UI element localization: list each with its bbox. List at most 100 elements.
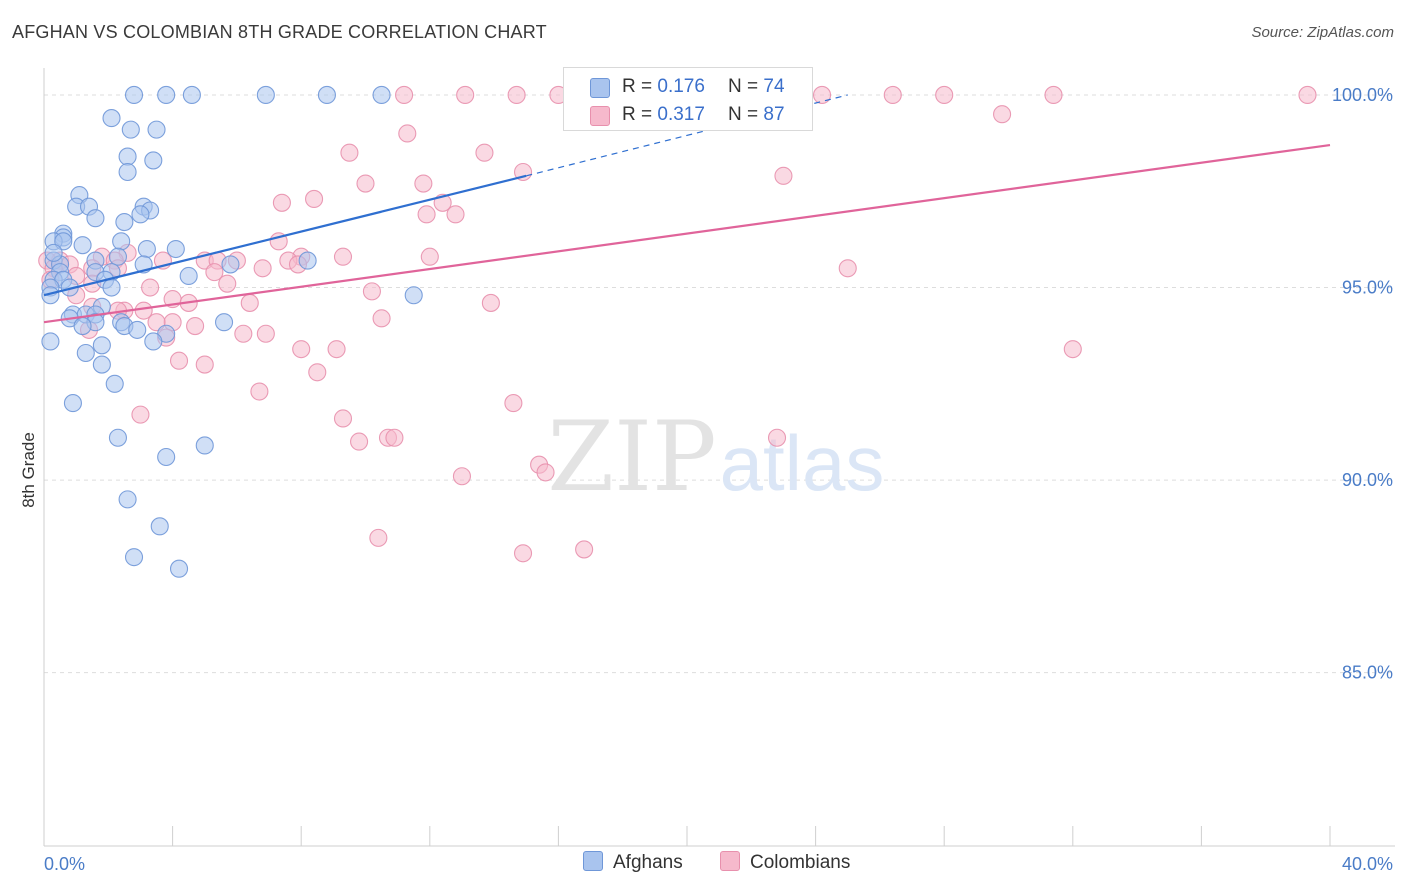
afghans-legend-swatch [583, 851, 603, 871]
afghans-point [182, 85, 201, 105]
colombians-point [838, 259, 857, 278]
watermark-zip: ZIP [547, 401, 716, 513]
colombians-point [292, 340, 311, 359]
colombians-point [327, 340, 346, 359]
afghans-point [41, 286, 60, 305]
afghans-point [102, 109, 121, 128]
afghans-point [166, 239, 185, 259]
legend-r-value: 0.176 [657, 76, 705, 97]
colombians-point [250, 382, 269, 401]
afghans-point [76, 343, 95, 363]
colombians-point [333, 247, 353, 266]
chart-title: AFGHAN VS COLOMBIAN 8TH GRADE CORRELATIO… [12, 22, 547, 42]
colombians-point [385, 428, 404, 447]
afghans-point [256, 85, 275, 105]
legend-item-colombians[interactable]: Colombians [720, 851, 850, 874]
colombians-point [513, 544, 533, 563]
colombians-point [398, 124, 417, 143]
colombians-point [369, 528, 388, 547]
colombians-point [513, 162, 533, 182]
colombians-swatch [590, 106, 610, 126]
colombians-point [195, 355, 214, 374]
watermark: ZIP atlas [547, 401, 884, 513]
series-legend: Afghans Colombians [0, 851, 1406, 879]
colombians-point [350, 432, 369, 451]
colombians-point [305, 189, 324, 209]
afghans-point [131, 205, 150, 224]
colombians-point [1298, 85, 1317, 105]
colombians-point [507, 85, 526, 105]
afghans-point [41, 332, 60, 351]
colombians-point [1063, 340, 1082, 359]
colombians-point [935, 85, 954, 105]
legend-n-label: N = [728, 76, 759, 97]
colombians-point [417, 205, 436, 224]
afghans-point [221, 255, 240, 274]
afghans-point [179, 266, 198, 286]
colombians-point [575, 540, 594, 559]
legend-r-value: 0.317 [657, 104, 705, 125]
afghans-point [150, 517, 169, 536]
colombians-point [812, 85, 832, 105]
afghans-point [115, 213, 134, 232]
afghans-point [298, 251, 317, 270]
afghans-point [128, 320, 147, 339]
legend-r-label: R = [622, 76, 653, 97]
colombians-point [362, 282, 381, 301]
colombians-point [186, 316, 205, 336]
legend-row-afghans: R = 0.176 N = 74 [564, 73, 812, 101]
afghans-trend-line [43, 174, 527, 297]
correlation-legend: R = 0.176 N = 74 R = 0.317 N = 87 [563, 67, 813, 131]
colombians-point [414, 174, 433, 193]
afghans-point [144, 332, 163, 351]
y-axis-label: 8th Grade [19, 432, 38, 508]
colombians-point [504, 394, 523, 413]
colombians-point [131, 405, 150, 424]
afghans-point [124, 85, 144, 105]
legend-item-afghans[interactable]: Afghans [583, 851, 683, 874]
x-tick-label: 40.0% [1342, 854, 1393, 874]
y-tick-label: 85.0% [1342, 663, 1393, 683]
tick-labels: 100.0% 95.0% 90.0% 85.0% 0.0% 40.0% [44, 85, 1393, 874]
colombians-point [993, 105, 1012, 124]
colombians-point [169, 351, 189, 370]
colombians-point [356, 174, 375, 193]
afghans-point [73, 316, 92, 336]
afghans-point [144, 151, 163, 170]
afghans-point [214, 313, 234, 332]
colombians-point [272, 193, 291, 212]
watermark-atlas: atlas [720, 419, 885, 507]
afghans-point [86, 209, 105, 228]
afghans-point [157, 85, 176, 105]
afghans-swatch [590, 78, 610, 98]
colombians-point [218, 274, 237, 293]
colombians-legend-swatch [720, 851, 740, 871]
colombians-point [147, 313, 166, 332]
colombians-point [774, 166, 793, 185]
colombians-point [253, 259, 272, 278]
afghans-point [108, 428, 127, 447]
afghans-point [118, 147, 137, 166]
afghans-point [121, 120, 140, 139]
colombians-point [240, 293, 259, 312]
x-tick-label: 0.0% [44, 854, 85, 874]
colombians-point [767, 428, 787, 447]
colombians-point [205, 263, 224, 282]
afghans-point [317, 85, 336, 105]
afghans-point [44, 243, 63, 262]
colombians-point [883, 85, 902, 105]
colombians-legend-label: Colombians [750, 852, 851, 873]
y-tick-label: 90.0% [1342, 470, 1393, 490]
afghans-point [157, 447, 176, 467]
afghans-point [124, 548, 144, 567]
afghans-point [108, 247, 127, 266]
colombians-point [308, 363, 327, 382]
colombians-point [1044, 85, 1063, 105]
legend-r-label: R = [622, 104, 653, 125]
afghans-point [372, 85, 391, 105]
colombians-point [333, 409, 353, 428]
colombians-point [256, 324, 275, 343]
legend-n-value: 74 [763, 76, 785, 97]
legend-n-label: N = [728, 104, 759, 125]
colombians-trend-line [43, 143, 1331, 324]
